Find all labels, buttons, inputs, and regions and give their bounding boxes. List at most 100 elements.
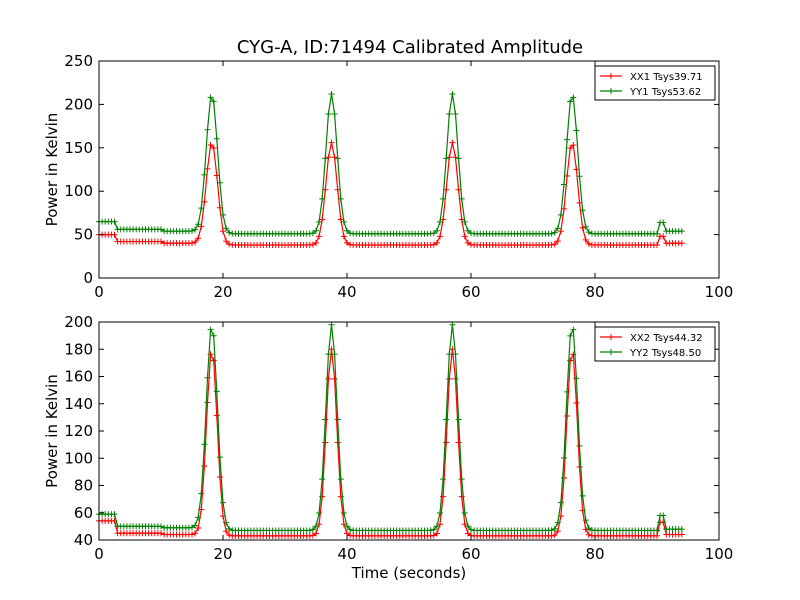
data-point-marker: [573, 166, 580, 173]
data-point-marker: [316, 218, 323, 225]
data-point-marker: [213, 412, 220, 419]
data-point-marker: [198, 205, 205, 212]
data-point-marker: [201, 441, 208, 448]
data-point-marker: [226, 532, 233, 539]
data-point-marker: [337, 216, 344, 223]
data-point-marker: [319, 476, 326, 483]
data-point-marker: [223, 519, 230, 526]
legend-label: XX2 Tsys44.32: [630, 333, 703, 344]
data-point-marker: [464, 523, 471, 530]
data-point-marker: [337, 476, 344, 483]
data-point-marker: [316, 510, 323, 517]
data-point-marker: [678, 531, 685, 538]
y-tick-label: 120: [64, 422, 93, 440]
y-tick-label: 150: [64, 139, 93, 157]
data-point-marker: [570, 94, 577, 101]
y-tick-label: 50: [74, 226, 93, 244]
legend-entry: YY1 Tsys53.62: [600, 87, 701, 98]
data-point-marker: [554, 225, 561, 232]
data-point-marker: [210, 332, 217, 339]
data-point-marker: [220, 499, 226, 506]
legend-entry: XX1 Tsys39.71: [600, 72, 703, 83]
data-point-marker: [464, 239, 471, 246]
data-point-marker: [309, 526, 316, 533]
data-point-marker: [573, 127, 580, 134]
data-point-marker: [344, 227, 350, 234]
data-point-marker: [195, 514, 202, 521]
data-point-marker: [322, 416, 329, 423]
data-point-marker: [585, 240, 592, 247]
series-2-plot2: [96, 321, 685, 534]
data-point-marker: [189, 531, 195, 538]
data-point-marker: [331, 351, 338, 358]
data-point-marker: [561, 474, 567, 481]
legend-marker: [608, 73, 614, 79]
data-point-marker: [557, 211, 564, 218]
data-point-marker: [548, 527, 555, 534]
y-tick-label: 160: [64, 368, 93, 386]
data-point-marker: [111, 231, 118, 238]
data-point-marker: [158, 226, 164, 233]
data-point-marker: [461, 233, 468, 240]
data-point-marker: [561, 181, 567, 188]
series-1-plot2: [96, 346, 685, 539]
x-axis-label: Time (seconds): [351, 564, 467, 582]
data-point-marker: [337, 195, 344, 202]
data-point-marker: [334, 439, 341, 446]
data-point-marker: [322, 439, 329, 446]
data-point-marker: [316, 233, 323, 240]
data-point-marker: [458, 216, 465, 223]
x-tick-label: 20: [213, 545, 232, 563]
data-point-marker: [468, 526, 474, 533]
data-point-marker: [433, 523, 440, 530]
data-point-marker: [585, 229, 592, 236]
y-tick-label: 250: [64, 52, 93, 70]
y-tick-label: 200: [64, 95, 93, 113]
data-point-marker: [344, 239, 350, 246]
data-point-marker: [201, 463, 208, 470]
data-point-marker: [198, 223, 205, 230]
data-point-marker: [551, 532, 558, 539]
x-tick-label: 60: [461, 545, 480, 563]
data-point-marker: [654, 242, 660, 249]
data-point-marker: [576, 173, 583, 180]
data-point-marker: [223, 238, 230, 245]
legend: XX2 Tsys44.32 YY2 Tsys48.50: [594, 326, 716, 362]
data-point-marker: [210, 145, 217, 152]
data-point-marker: [573, 399, 580, 406]
data-point-marker: [660, 219, 667, 226]
y-tick-label: 140: [64, 395, 93, 413]
data-point-marker: [443, 155, 450, 162]
data-point-marker: [446, 154, 453, 161]
data-point-marker: [564, 413, 571, 420]
data-point-marker: [443, 439, 450, 446]
series-line: [99, 93, 682, 235]
data-point-marker: [223, 528, 230, 535]
data-point-marker: [449, 321, 456, 328]
data-point-marker: [660, 233, 667, 240]
data-point-marker: [570, 326, 577, 333]
data-point-marker: [158, 238, 164, 245]
data-point-marker: [654, 230, 660, 237]
x-tick-label: 80: [585, 283, 604, 301]
data-point-marker: [464, 227, 471, 234]
data-point-marker: [322, 155, 329, 162]
data-point-marker: [328, 139, 335, 146]
data-point-marker: [452, 154, 459, 161]
legend-box: [594, 65, 716, 101]
data-point-marker: [654, 527, 660, 534]
data-point-marker: [576, 464, 583, 471]
data-point-marker: [654, 532, 660, 539]
series-markers: [96, 346, 685, 539]
data-point-marker: [554, 519, 561, 526]
data-point-marker: [440, 216, 447, 223]
top-plot: 0 20 40 60 80 100 0 50 100 150 200 250 Power in Kelv…: [43, 52, 733, 301]
data-point-marker: [678, 526, 685, 533]
data-point-marker: [452, 375, 459, 382]
data-point-marker: [201, 171, 208, 178]
data-point-marker: [192, 522, 199, 529]
data-point-marker: [158, 530, 164, 537]
series-2-plot1: [96, 90, 685, 237]
data-point-marker: [551, 229, 558, 236]
